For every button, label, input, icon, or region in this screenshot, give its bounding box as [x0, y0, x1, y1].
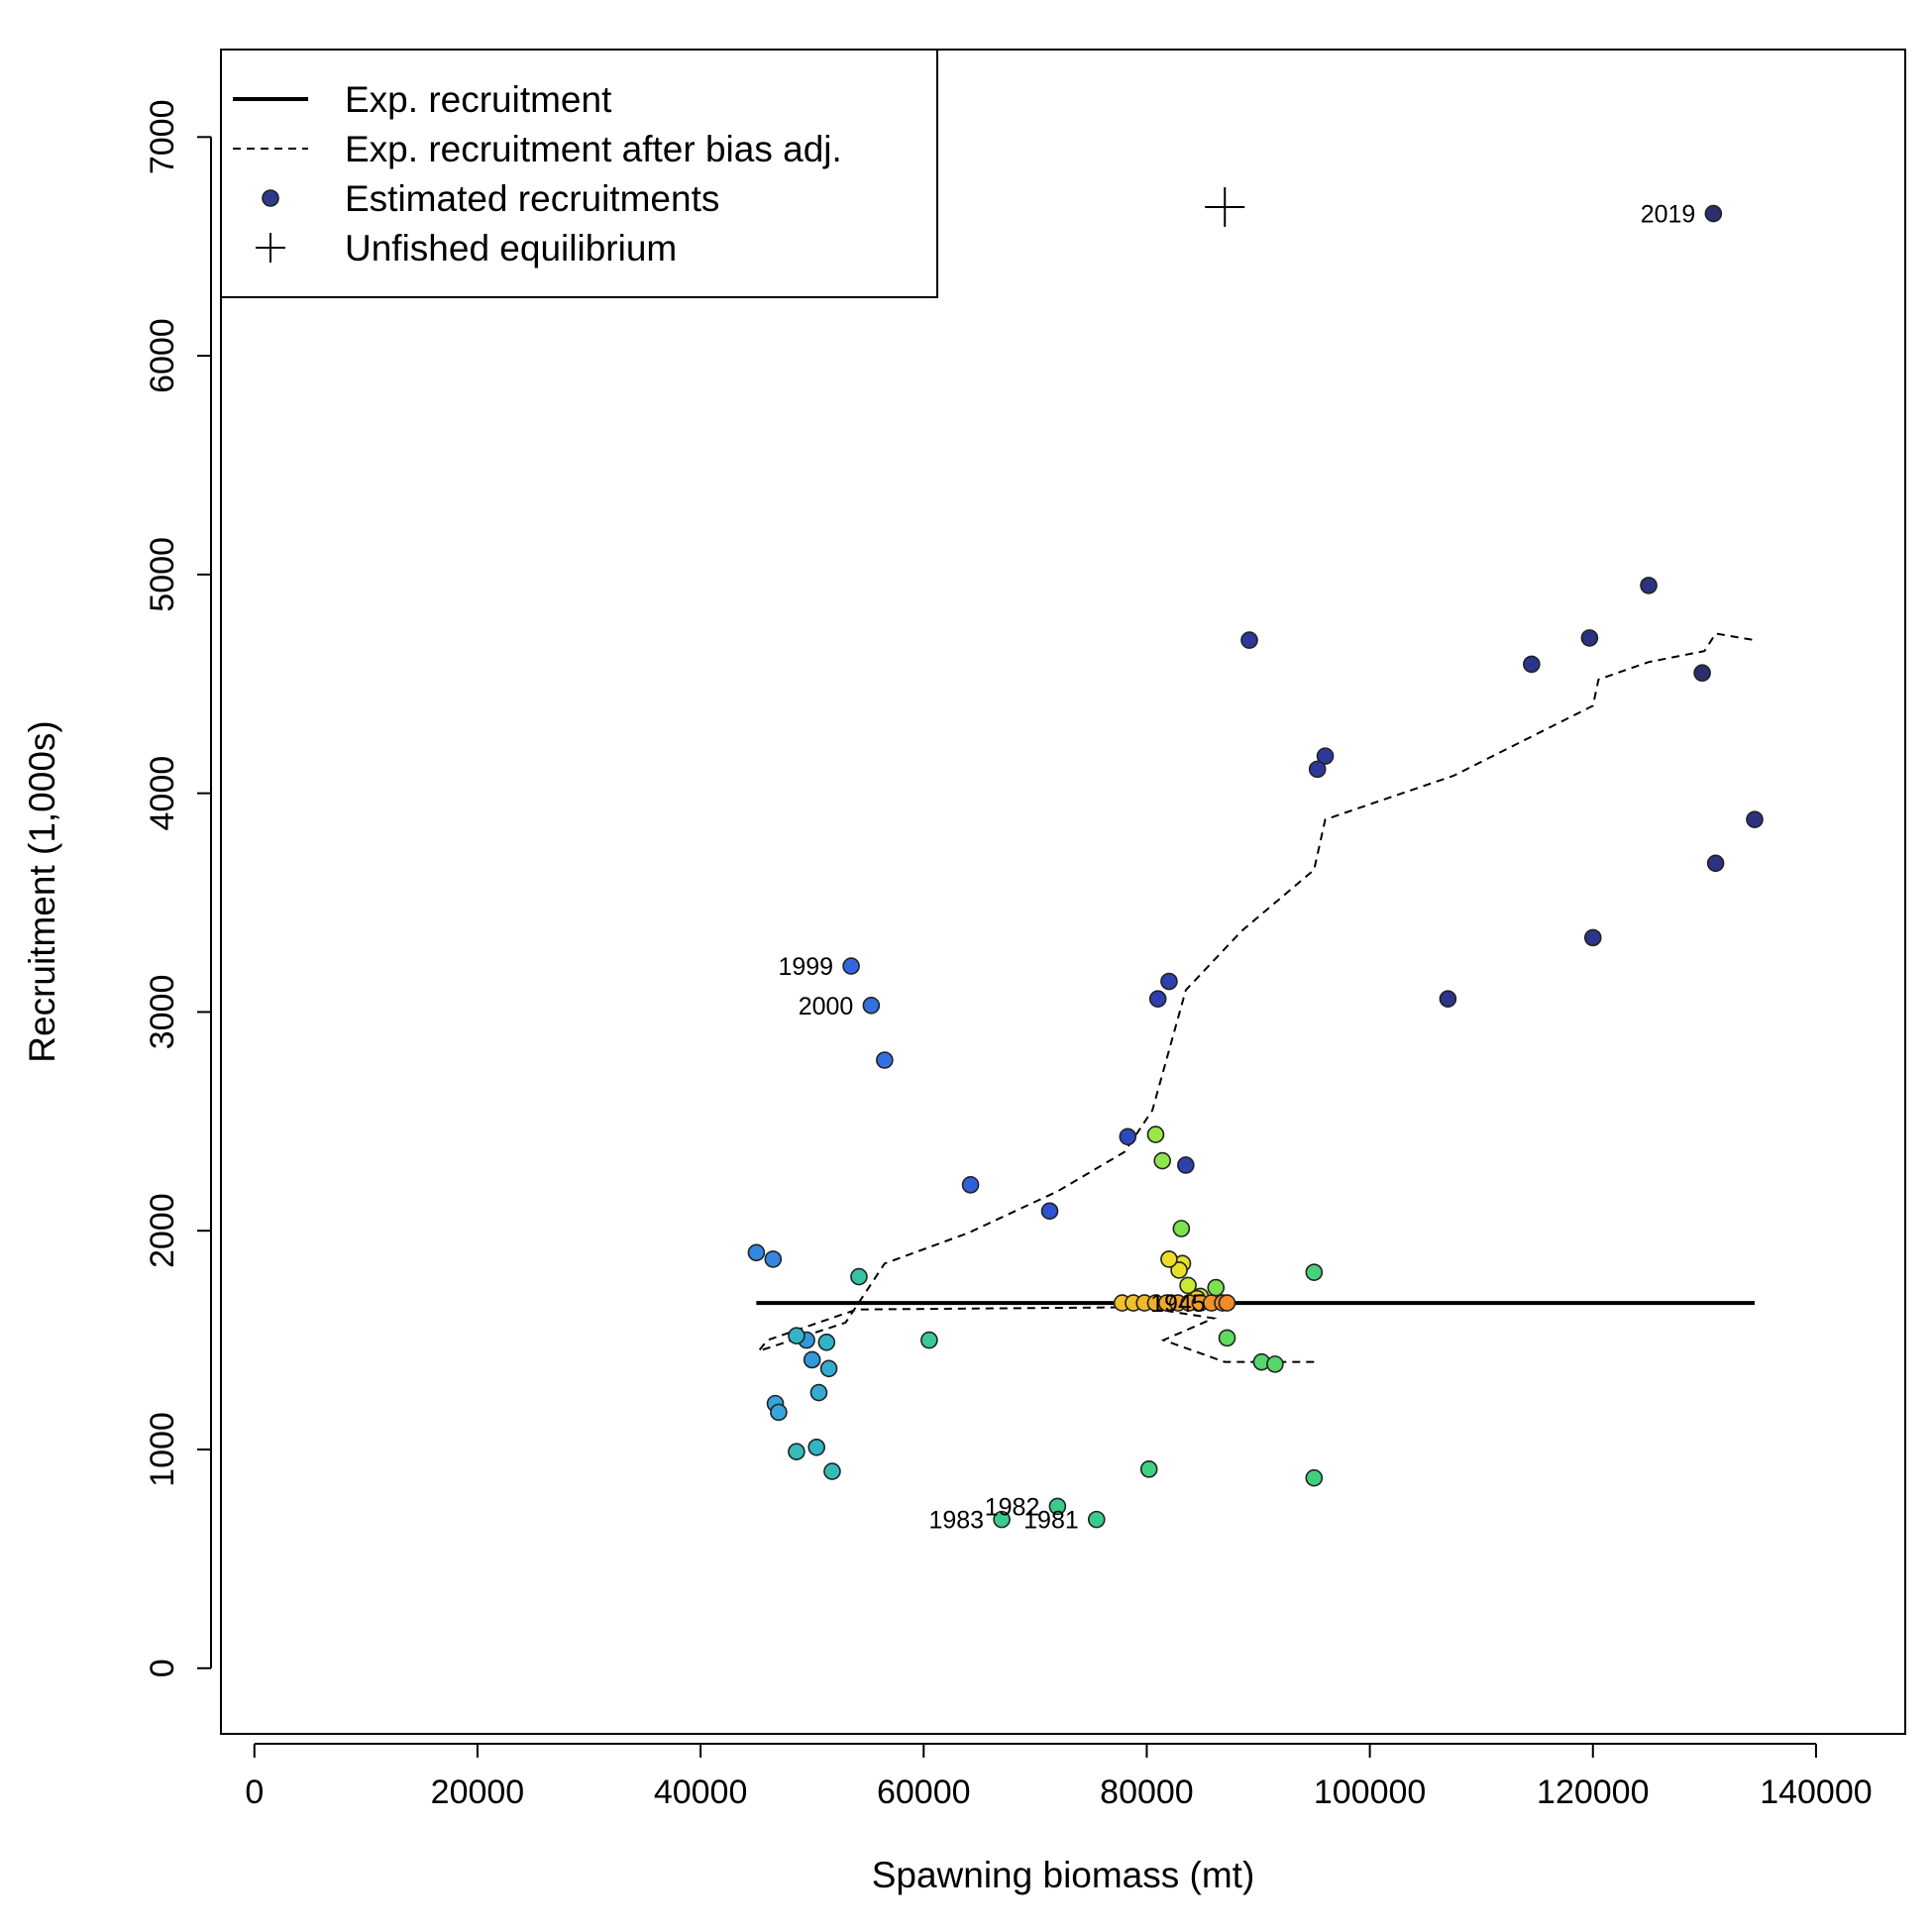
recruitment-point: [747, 1243, 766, 1262]
recruitment-point: [862, 997, 881, 1015]
x-tick-label: 40000: [654, 1773, 748, 1811]
recruitment-point: [1523, 655, 1541, 674]
recruitment-point: [1153, 1151, 1171, 1170]
estimated-recruitment-points: [747, 186, 1764, 1529]
recruitment-point: [788, 1443, 805, 1460]
recruitment-point: [1266, 1355, 1284, 1373]
recruitment-point: [993, 1510, 1011, 1529]
x-tick-label: 20000: [431, 1773, 525, 1811]
recruitment-point: [1177, 1156, 1195, 1174]
point-year-label: 1999: [778, 953, 833, 981]
legend-circle-icon: [262, 189, 279, 207]
y-tick-label: 5000: [144, 537, 181, 612]
point-year-label: 1983: [928, 1507, 984, 1535]
x-tick-label: 140000: [1760, 1773, 1872, 1811]
recruitment-point: [1439, 990, 1457, 1008]
recruitment-point: [764, 1250, 783, 1268]
recruitment-point: [1172, 1220, 1191, 1237]
recruitment-point: [1148, 990, 1167, 1008]
recruitment-point: [807, 1438, 825, 1456]
x-tick-label: 100000: [1314, 1773, 1426, 1811]
recruitment-point: [1693, 664, 1711, 683]
exp-recruitment-bias-adj-line: [755, 632, 1756, 1363]
point-year-label: 1982: [985, 1493, 1040, 1521]
recruitment-point: [876, 1051, 894, 1069]
recruitment-point: [809, 1383, 828, 1402]
recruitment-point: [1316, 747, 1335, 765]
y-tick-label: 6000: [144, 318, 181, 393]
recruitment-point: [1160, 972, 1178, 991]
expected-recruitment-lines: [755, 632, 1756, 1363]
recruitment-point: [1160, 1250, 1178, 1268]
legend-label: Exp. recruitment after bias adj.: [345, 129, 842, 169]
recruitment-point: [842, 957, 860, 975]
recruitment-point: [1706, 854, 1725, 873]
recruitment-point: [1640, 577, 1658, 594]
recruitment-point: [770, 1403, 788, 1422]
recruitment-point: [850, 1267, 868, 1286]
unfished-equilibrium-marker: [1205, 186, 1245, 227]
recruitment-point: [961, 1176, 980, 1194]
y-tick-label: 4000: [144, 756, 181, 831]
x-tick-label: 0: [245, 1773, 264, 1811]
recruitment-point: [823, 1462, 841, 1480]
recruitment-point: [1179, 1276, 1197, 1295]
point-year-label: 1945: [1150, 1290, 1206, 1318]
recruitment-point: [1218, 1294, 1236, 1312]
x-tick-label: 80000: [1100, 1773, 1194, 1811]
y-tick-label: 7000: [144, 99, 181, 174]
y-tick-label: 0: [144, 1659, 181, 1677]
y-tick-label: 1000: [144, 1412, 181, 1487]
recruitment-point: [1580, 629, 1599, 647]
recruitment-point: [788, 1327, 805, 1344]
recruitment-point: [1170, 1261, 1188, 1279]
recruitment-point: [803, 1350, 821, 1369]
y-tick-label: 3000: [144, 975, 181, 1050]
recruitment-point: [1704, 204, 1723, 223]
recruitment-point: [920, 1331, 938, 1349]
recruitment-point: [1146, 1126, 1165, 1143]
recruitment-point: [1040, 1202, 1059, 1221]
legend-box: [220, 49, 938, 298]
x-tick-label: 60000: [877, 1773, 971, 1811]
recruitment-point: [1305, 1468, 1324, 1487]
x-tick-label: 120000: [1537, 1773, 1649, 1811]
recruitment-point: [1240, 631, 1258, 649]
recruitment-point: [819, 1359, 838, 1378]
recruitment-point: [1139, 1460, 1158, 1478]
recruitment-point: [1583, 928, 1602, 947]
axes: 0 20000 40000 60000 80000 100000 120000 140000 0…: [144, 49, 1906, 1811]
point-year-label: 2019: [1641, 201, 1696, 229]
recruitment-point: [1305, 1263, 1324, 1281]
recruitment-point: [1207, 1278, 1226, 1297]
recruitment-point: [817, 1334, 836, 1351]
x-axis-title: Spawning biomass (mt): [872, 1855, 1255, 1895]
recruitment-point: [1087, 1510, 1106, 1529]
legend-label: Unfished equilibrium: [345, 228, 677, 268]
point-year-label: 1981: [1023, 1507, 1079, 1535]
y-axis-title: Recruitment (1,000s): [22, 720, 62, 1062]
plot-frame: [220, 49, 1906, 1735]
legend-label: Exp. recruitment: [345, 79, 612, 120]
recruitment-point: [1119, 1127, 1137, 1146]
recruitment-point: [1308, 760, 1327, 779]
y-tick-label: 2000: [144, 1193, 181, 1268]
legend-label: Estimated recruitments: [345, 178, 719, 219]
point-year-label: 2000: [799, 993, 854, 1020]
recruitment-point: [1048, 1497, 1067, 1516]
recruitment-point: [1218, 1329, 1236, 1347]
recruitment-point: [1746, 810, 1764, 828]
legend: Exp. recruitment Exp. recruitment after b…: [220, 49, 938, 298]
